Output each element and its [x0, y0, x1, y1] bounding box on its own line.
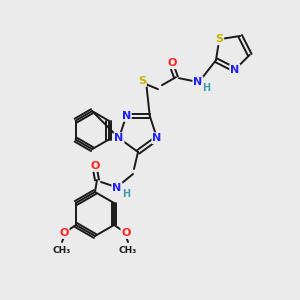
Text: N: N [122, 111, 131, 121]
Text: N: N [114, 133, 124, 143]
Text: CH₃: CH₃ [53, 246, 71, 255]
Text: N: N [152, 133, 162, 143]
Text: S: S [215, 34, 223, 44]
Text: CH₃: CH₃ [119, 246, 137, 255]
Text: H: H [202, 83, 210, 93]
Text: N: N [193, 77, 203, 87]
Text: S: S [138, 76, 146, 86]
Text: O: O [167, 58, 177, 68]
Text: H: H [122, 189, 130, 199]
Text: N: N [230, 65, 239, 75]
Text: O: O [90, 161, 100, 171]
Text: O: O [122, 228, 131, 238]
Text: O: O [59, 228, 69, 238]
Text: N: N [112, 183, 122, 193]
